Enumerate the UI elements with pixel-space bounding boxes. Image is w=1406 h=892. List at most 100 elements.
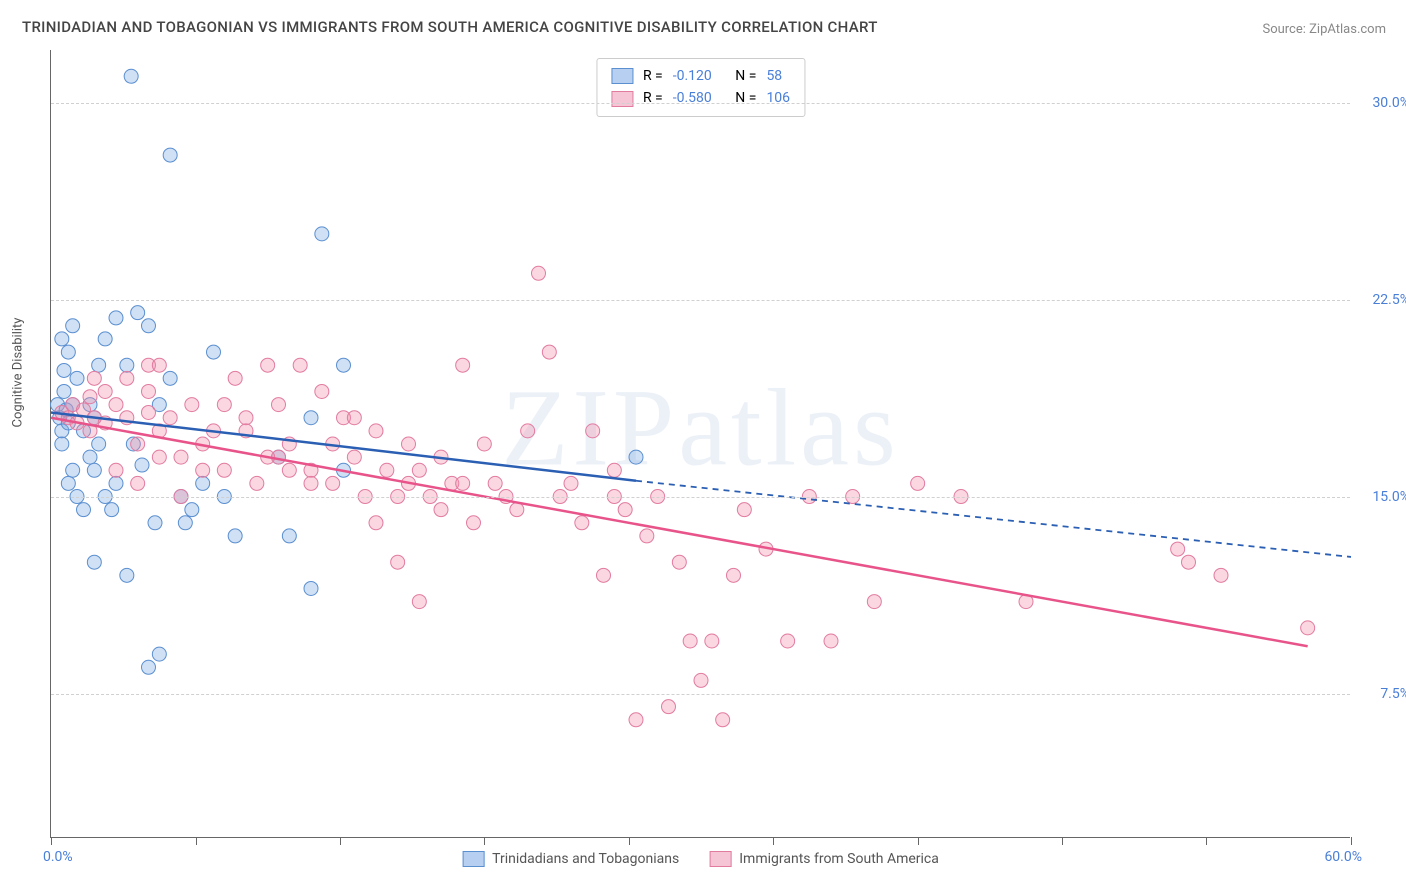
scatter-point <box>380 463 394 477</box>
scatter-point <box>66 319 80 333</box>
scatter-point <box>607 463 621 477</box>
scatter-point <box>120 358 134 372</box>
scatter-point <box>228 529 242 543</box>
y-tick-label: 30.0% <box>1372 95 1406 111</box>
scatter-point <box>77 503 91 517</box>
scatter-point <box>109 463 123 477</box>
scatter-point <box>412 463 426 477</box>
scatter-point <box>737 503 751 517</box>
legend-bottom-item-1: Immigrants from South America <box>709 851 939 867</box>
scatter-point <box>337 358 351 372</box>
scatter-point <box>694 673 708 687</box>
legend-n-label: N = <box>735 87 756 109</box>
x-tick <box>1062 837 1063 845</box>
scatter-point <box>152 647 166 661</box>
scatter-point <box>716 713 730 727</box>
scatter-point <box>672 555 686 569</box>
plot-svg <box>51 50 1350 837</box>
scatter-point <box>369 424 383 438</box>
scatter-point <box>662 700 676 714</box>
legend-bottom-label-1: Immigrants from South America <box>739 851 939 867</box>
scatter-point <box>282 529 296 543</box>
y-tick-label: 22.5% <box>1372 292 1406 308</box>
gridline <box>51 103 1350 104</box>
x-axis-max-label: 60.0% <box>1324 849 1362 865</box>
scatter-point <box>83 450 97 464</box>
scatter-point <box>148 516 162 530</box>
scatter-point <box>434 503 448 517</box>
scatter-point <box>412 595 426 609</box>
scatter-point <box>347 411 361 425</box>
legend-swatch-0 <box>611 68 633 84</box>
scatter-point <box>142 660 156 674</box>
scatter-point <box>542 345 556 359</box>
legend-bottom-item-0: Trinidadians and Tobagonians <box>462 851 679 867</box>
scatter-point <box>124 69 138 83</box>
scatter-point <box>564 476 578 490</box>
scatter-point <box>196 463 210 477</box>
scatter-point <box>781 634 795 648</box>
scatter-point <box>618 503 632 517</box>
scatter-point <box>185 503 199 517</box>
scatter-point <box>131 476 145 490</box>
scatter-point <box>1182 555 1196 569</box>
scatter-point <box>55 437 69 451</box>
scatter-point <box>315 227 329 241</box>
scatter-point <box>87 463 101 477</box>
scatter-point <box>109 476 123 490</box>
scatter-point <box>239 411 253 425</box>
scatter-point <box>98 384 112 398</box>
chart-title: TRINIDADIAN AND TOBAGONIAN VS IMMIGRANTS… <box>22 18 878 36</box>
scatter-point <box>61 345 75 359</box>
scatter-point <box>92 358 106 372</box>
scatter-point <box>272 398 286 412</box>
legend-n-label: N = <box>735 65 756 87</box>
scatter-point <box>629 713 643 727</box>
legend-correlation-box: R = -0.120 N = 58 R = -0.580 N = 106 <box>596 58 805 117</box>
scatter-point <box>142 319 156 333</box>
scatter-point <box>152 358 166 372</box>
legend-series-box: Trinidadians and Tobagonians Immigrants … <box>462 851 939 867</box>
plot-area: ZIPatlas R = -0.120 N = 58 R = -0.580 N … <box>50 50 1350 838</box>
scatter-point <box>911 476 925 490</box>
scatter-point <box>61 476 75 490</box>
scatter-point <box>83 390 97 404</box>
scatter-point <box>70 371 84 385</box>
scatter-point <box>727 568 741 582</box>
scatter-point <box>163 148 177 162</box>
scatter-point <box>347 450 361 464</box>
scatter-point <box>135 458 149 472</box>
scatter-point <box>293 358 307 372</box>
scatter-point <box>57 384 71 398</box>
scatter-point <box>178 516 192 530</box>
gridline <box>51 694 1350 695</box>
x-tick <box>196 837 197 845</box>
scatter-point <box>109 398 123 412</box>
scatter-point <box>867 595 881 609</box>
scatter-point <box>521 424 535 438</box>
scatter-point <box>1214 568 1228 582</box>
source-attribution: Source: ZipAtlas.com <box>1262 22 1386 37</box>
gridline <box>51 300 1350 301</box>
legend-bottom-swatch-1 <box>709 851 731 867</box>
scatter-point <box>597 568 611 582</box>
legend-swatch-1 <box>611 91 633 107</box>
scatter-point <box>477 437 491 451</box>
scatter-point <box>66 463 80 477</box>
scatter-point <box>261 358 275 372</box>
legend-r-label: R = <box>643 65 663 87</box>
y-tick-label: 15.0% <box>1372 489 1406 505</box>
scatter-point <box>456 476 470 490</box>
y-tick-label: 7.5% <box>1380 686 1406 702</box>
scatter-point <box>228 371 242 385</box>
scatter-point <box>207 345 221 359</box>
chart-container: TRINIDADIAN AND TOBAGONIAN VS IMMIGRANTS… <box>0 0 1406 892</box>
scatter-point <box>120 568 134 582</box>
scatter-point <box>217 463 231 477</box>
gridline <box>51 497 1350 498</box>
x-tick <box>1351 837 1352 845</box>
scatter-point <box>87 555 101 569</box>
scatter-point <box>185 398 199 412</box>
legend-n-value-0: 58 <box>766 65 782 87</box>
scatter-point <box>105 503 119 517</box>
